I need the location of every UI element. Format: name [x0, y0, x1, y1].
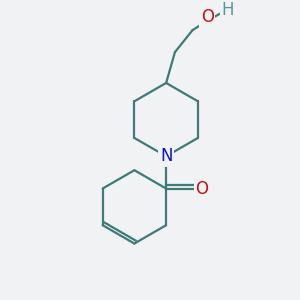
Text: O: O	[195, 179, 208, 197]
Text: N: N	[160, 147, 172, 165]
Text: O: O	[201, 8, 214, 26]
Text: H: H	[221, 1, 234, 19]
